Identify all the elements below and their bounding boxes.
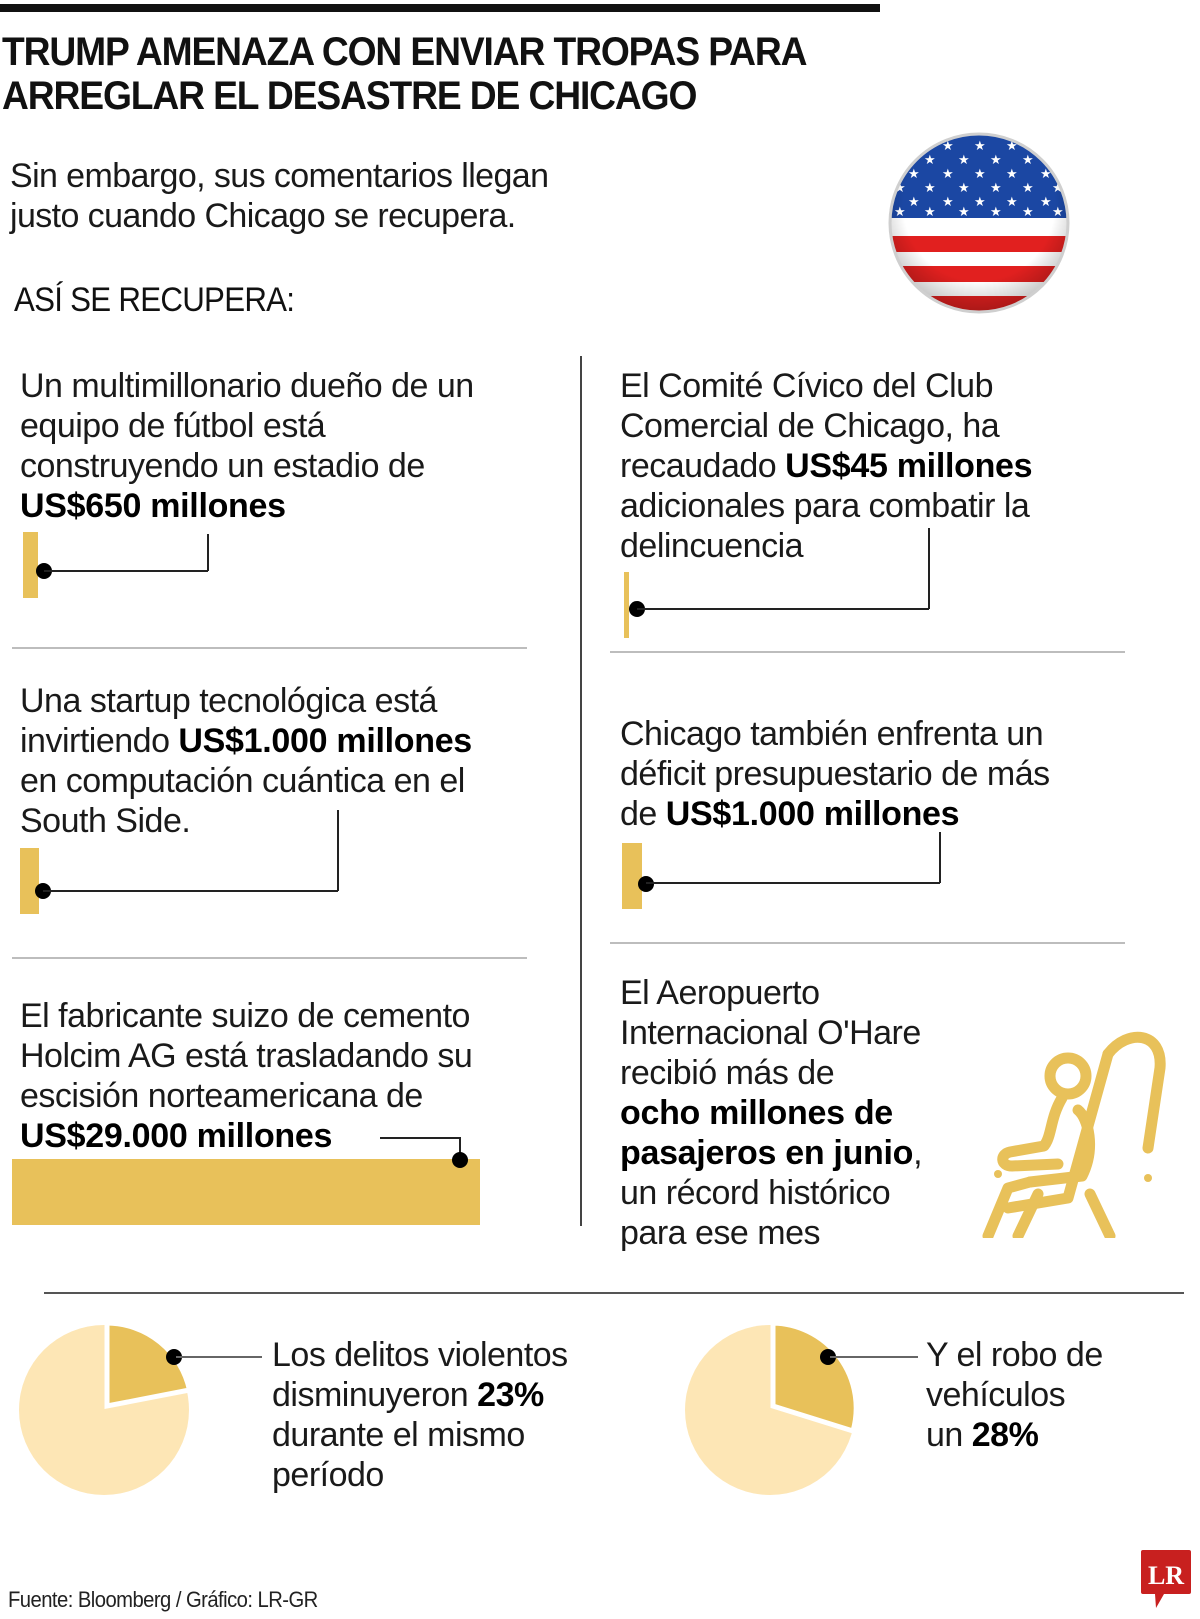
- text-line: Los delitos violentos: [272, 1336, 568, 1374]
- text-line: El Aeropuerto: [620, 974, 820, 1012]
- text-segment: invirtiendo: [20, 722, 179, 760]
- passengers-highlight: pasajeros en junio: [620, 1134, 914, 1172]
- amount-650: US$650 millones: [20, 487, 286, 525]
- text-line: El Comité Cívico del Club: [620, 367, 993, 405]
- bar-29000: [12, 1159, 480, 1225]
- connector-line: [207, 534, 209, 571]
- airplane-seat-passenger-icon: [982, 1031, 1166, 1238]
- text-segment: de: [620, 795, 666, 833]
- connector-line: [459, 1137, 461, 1157]
- text-line: durante el mismo: [272, 1416, 525, 1454]
- column-divider: [580, 356, 582, 1226]
- item-deficit-text: Chicago también enfrenta un déficit pres…: [620, 714, 1180, 834]
- connector-line: [176, 1356, 262, 1358]
- text-line: Chicago también enfrenta un: [620, 715, 1044, 753]
- text-line: Comercial de Chicago, ha: [620, 407, 1000, 445]
- connector-line: [939, 832, 941, 883]
- subtitle-line-2: justo cuando Chicago se recupera.: [10, 197, 516, 235]
- text-line: período: [272, 1456, 384, 1494]
- row-divider: [12, 647, 527, 649]
- text-segment: un: [926, 1416, 972, 1454]
- text-line: Un multimillonario dueño de un: [20, 367, 474, 405]
- bar-45: [624, 572, 629, 638]
- connector-line: [380, 1137, 460, 1139]
- text-line: un récord histórico: [620, 1174, 891, 1212]
- amount-29000: US$29.000 millones: [20, 1117, 333, 1155]
- item-stadium-text: Un multimillonario dueño de un equipo de…: [20, 366, 560, 526]
- row-divider: [610, 651, 1125, 653]
- subtitle-line-1: Sin embargo, sus comentarios llegan: [10, 157, 549, 195]
- section-label: ASÍ SE RECUPERA:: [14, 281, 295, 319]
- bar-1000: [20, 848, 39, 914]
- connector-line: [44, 570, 208, 572]
- text-line: Holcim AG está trasladando su: [20, 1037, 473, 1075]
- connector-dot: [166, 1349, 182, 1365]
- headline-line-2: ARREGLAR EL DESASTRE DE CHICAGO: [2, 74, 697, 118]
- text-line: adicionales para combatir la: [620, 487, 1030, 525]
- item-quantum-text: Una startup tecnológica está invirtiendo…: [20, 681, 580, 841]
- text-line: déficit presupuestario de más: [620, 755, 1050, 793]
- pie-vehicle-theft-text: Y el robo de vehículos un 28%: [926, 1335, 1186, 1455]
- text-segment: recaudado: [620, 447, 786, 485]
- connector-dot: [452, 1152, 468, 1168]
- connector-line: [637, 608, 929, 610]
- text-line: El fabricante suizo de cemento: [20, 997, 470, 1035]
- source-credit: Fuente: Bloomberg / Gráfico: LR-GR: [8, 1587, 318, 1612]
- item-civic-committee-text: El Comité Cívico del Club Comercial de C…: [620, 366, 1180, 566]
- text-line: vehículos: [926, 1376, 1066, 1414]
- text-line: delincuencia: [620, 527, 804, 565]
- text-line: equipo de fútbol está: [20, 407, 326, 445]
- amount-1000-deficit: US$1.000 millones: [665, 795, 960, 833]
- bar-650: [23, 532, 38, 598]
- text-line: Internacional O'Hare: [620, 1014, 921, 1052]
- svg-text:LR: LR: [1148, 1561, 1184, 1590]
- headline-line-1: TRUMP AMENAZA CON ENVIAR TROPAS PARA: [2, 30, 808, 74]
- us-flag-badge-icon: ★★★ ★★★★ ★★★★★ ★★★★★★ ★★★★★ ★★★★★★: [888, 132, 1070, 314]
- passengers-highlight: ocho millones de: [620, 1094, 893, 1132]
- top-rule: [0, 4, 880, 12]
- connector-line: [337, 810, 339, 891]
- amount-45: US$45 millones: [785, 447, 1033, 485]
- row-divider: [610, 942, 1125, 944]
- pct-23: 23%: [477, 1376, 544, 1414]
- row-divider: [12, 957, 527, 959]
- connector-dot: [820, 1349, 836, 1365]
- lr-logo-icon: LR: [1141, 1550, 1191, 1608]
- item-ohare-text: El Aeropuerto Internacional O'Hare recib…: [620, 973, 980, 1253]
- text-segment: disminuyeron: [272, 1376, 478, 1414]
- connector-line: [646, 882, 940, 884]
- connector-line: [43, 890, 338, 892]
- text-segment: ,: [913, 1134, 923, 1172]
- text-line: Una startup tecnológica está: [20, 682, 437, 720]
- text-line: South Side.: [20, 802, 191, 840]
- pct-28: 28%: [971, 1416, 1039, 1454]
- bar-1000-deficit: [622, 843, 642, 909]
- text-line: Y el robo de: [926, 1336, 1103, 1374]
- connector-line: [928, 528, 930, 609]
- text-line: para ese mes: [620, 1214, 821, 1252]
- item-holcim-text: El fabricante suizo de cemento Holcim AG…: [20, 996, 580, 1156]
- pie-violent-crime-text: Los delitos violentos disminuyeron 23% d…: [272, 1335, 612, 1495]
- amount-1000: US$1.000 millones: [178, 722, 472, 760]
- text-line: escisión norteamericana de: [20, 1077, 423, 1115]
- text-line: en computación cuántica en el: [20, 762, 465, 800]
- subtitle: Sin embargo, sus comentarios llegan just…: [10, 156, 630, 236]
- pie-violent-crime: [19, 1320, 193, 1495]
- connector-dot: [638, 876, 654, 892]
- connector-line: [830, 1356, 918, 1358]
- text-line: recibió más de: [620, 1054, 835, 1092]
- headline: TRUMP AMENAZA CON ENVIAR TROPAS PARA ARR…: [2, 30, 839, 118]
- pies-divider: [44, 1292, 1184, 1294]
- pie-vehicle-theft: [685, 1320, 859, 1495]
- text-line: construyendo un estadio de: [20, 447, 425, 485]
